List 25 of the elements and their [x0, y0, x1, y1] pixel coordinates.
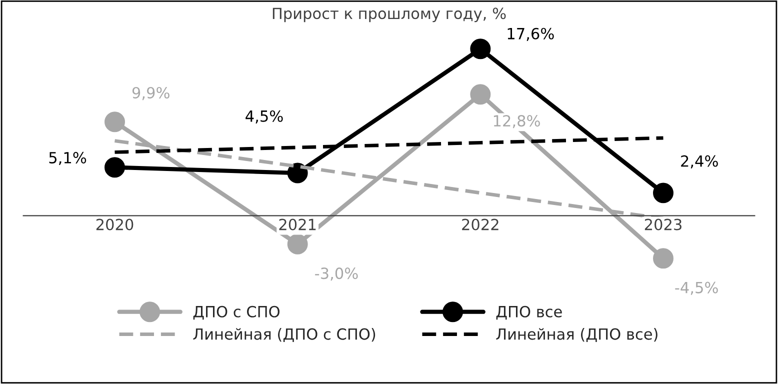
- point: [287, 234, 308, 254]
- data-label: 5,1%: [49, 152, 86, 165]
- point: [470, 84, 491, 105]
- x-tick-label: 2022: [462, 218, 498, 230]
- chart-title: Прирост к прошлому году, %: [272, 8, 506, 22]
- point: [287, 162, 308, 184]
- data-label: 9,9%: [132, 86, 170, 100]
- data-label: 2,4%: [681, 155, 718, 168]
- x-tick-label: 2023: [644, 218, 682, 230]
- legend-label: Линейная (ДПО все): [496, 328, 658, 342]
- point: [470, 38, 491, 60]
- legend-label: ДПО с СПО: [193, 306, 280, 320]
- x-tick-label: 2020: [96, 218, 134, 230]
- data-label: -3,0%: [315, 268, 358, 281]
- x-tick-label: 2021: [279, 218, 316, 230]
- data-label: -4,5%: [675, 282, 718, 295]
- data-label: 12,8%: [494, 115, 540, 128]
- legend-label: ДПО все: [496, 306, 562, 320]
- point: [104, 157, 125, 178]
- point: [653, 248, 674, 269]
- point: [653, 182, 674, 204]
- data-label: 17,6%: [508, 28, 554, 41]
- legend-label: Линейная (ДПО с СПО): [193, 328, 376, 342]
- data-label: 4,5%: [246, 110, 283, 124]
- point: [104, 112, 125, 132]
